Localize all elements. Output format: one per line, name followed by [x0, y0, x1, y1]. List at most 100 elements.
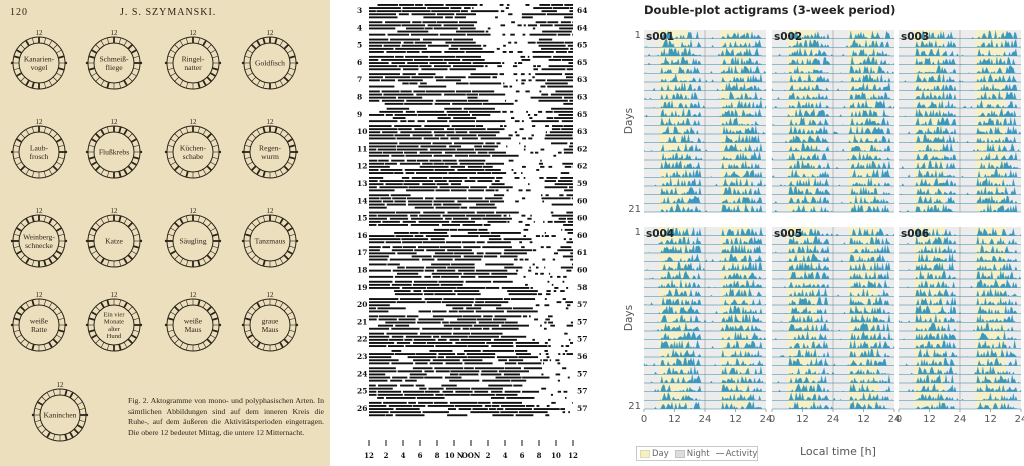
dial-hour-tick	[48, 302, 53, 308]
dial-hour-tick	[118, 171, 122, 178]
activity-bar	[382, 220, 400, 223]
activity-bar	[503, 238, 532, 241]
activity-trace	[772, 47, 894, 57]
activity-bar	[470, 10, 499, 13]
activity-bar	[529, 241, 533, 244]
dial-hour-tick	[52, 165, 59, 172]
activity-bar	[401, 24, 426, 27]
dial-hour-tick	[206, 132, 213, 139]
activity-bar	[466, 307, 482, 310]
activity-bar	[534, 114, 538, 116]
activity-bar	[369, 353, 394, 355]
activity-bar	[572, 33, 573, 36]
activity-bar	[565, 76, 573, 79]
activity-bar	[539, 90, 542, 93]
activity-bar	[564, 41, 573, 44]
legend-night-swatch	[674, 449, 685, 458]
activity-bar	[396, 342, 411, 344]
activity-bar	[369, 359, 399, 362]
activity-bar	[524, 145, 526, 148]
activity-bar	[532, 55, 552, 58]
dial-hour-tick	[212, 329, 219, 333]
subject-label: s006	[901, 228, 929, 240]
activity-bar	[457, 318, 477, 321]
activity-bar	[566, 287, 569, 289]
activity-bar	[395, 55, 404, 58]
activity-bar	[545, 414, 550, 417]
activity-bar	[452, 217, 469, 220]
activity-bar	[468, 189, 484, 192]
activity-bar	[569, 10, 573, 13]
activity-bar	[369, 224, 377, 226]
activity-bar	[500, 411, 518, 414]
row-label-right: 63	[577, 127, 587, 136]
activity-trace	[898, 56, 1022, 66]
activity-bar	[515, 200, 519, 203]
activity-bar	[369, 7, 401, 9]
activity-bar	[444, 393, 470, 396]
activity-bar	[457, 200, 489, 203]
activity-bar	[444, 51, 465, 53]
dial-noon-label: 12	[111, 291, 119, 299]
activity-bar	[386, 107, 410, 110]
activity-bar	[435, 370, 450, 373]
activity-bar	[403, 183, 420, 186]
activity-bar	[460, 10, 468, 13]
row-label-left: 5	[357, 41, 362, 50]
dial-hour-tick	[185, 37, 189, 44]
activity-trace	[643, 195, 767, 204]
activity-bar	[478, 275, 508, 278]
activity-bar	[490, 200, 505, 203]
x-tick-label: 2	[384, 451, 389, 460]
activity-bar	[522, 376, 550, 379]
dial-hour-tick	[31, 299, 35, 306]
activity-bar	[369, 96, 397, 99]
activity-bar	[511, 169, 514, 171]
dial-hour-tick	[95, 338, 101, 344]
activity-trace	[643, 314, 767, 323]
dial-hour-tick	[41, 428, 47, 434]
dial-hour-tick	[91, 311, 98, 316]
activity-bar	[445, 356, 467, 359]
activity-bar	[369, 55, 395, 58]
activity-bar	[369, 214, 377, 217]
activity-bar	[563, 96, 573, 99]
activity-bar	[455, 90, 472, 93]
dial-hour-tick	[185, 171, 189, 178]
activity-bar	[535, 304, 540, 307]
activity-bar	[449, 68, 476, 71]
activity-bar	[369, 65, 398, 68]
activity-bar	[510, 298, 536, 300]
activity-bar	[369, 280, 393, 283]
activity-bar	[413, 359, 431, 362]
dial-hour-tick	[209, 311, 216, 316]
activity-bar	[515, 90, 520, 93]
activity-bar	[378, 318, 397, 321]
activity-bar	[444, 162, 458, 165]
dial-hour-tick	[283, 133, 289, 139]
dial-hour-tick	[123, 129, 128, 136]
activity-bar	[526, 110, 529, 113]
activity-bar	[538, 162, 544, 165]
activity-bar	[475, 269, 508, 272]
activity-bar	[463, 255, 483, 258]
activity-bar	[570, 47, 573, 50]
activity-bar	[458, 269, 475, 272]
dial-right-mark	[218, 323, 222, 327]
activity-bar	[398, 13, 409, 16]
dial-hour-tick	[56, 49, 62, 54]
dial-hour-tick	[31, 344, 35, 351]
activity-bar	[369, 145, 396, 148]
activity-trace	[644, 99, 767, 109]
activity-bar	[447, 266, 475, 269]
activity-trace	[771, 151, 894, 161]
dial-hour-tick	[173, 221, 180, 228]
activity-trace	[772, 204, 894, 213]
activity-bar	[402, 287, 427, 289]
dial-hour-tick	[118, 215, 122, 222]
activity-bar	[523, 148, 526, 151]
activity-bar	[480, 373, 502, 376]
